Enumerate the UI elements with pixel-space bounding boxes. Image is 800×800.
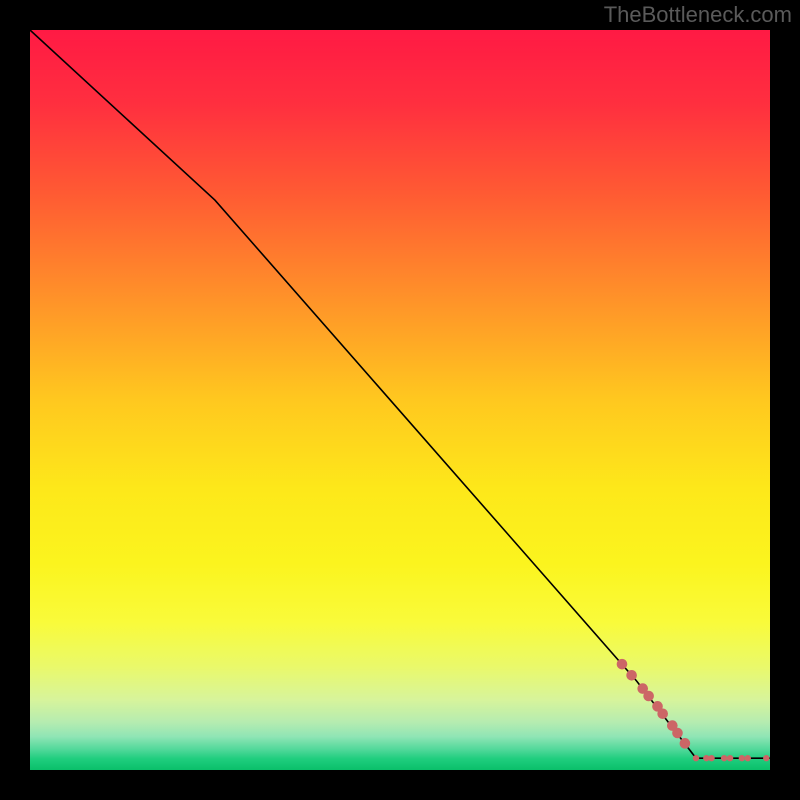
data-point (693, 755, 699, 761)
data-point (721, 755, 727, 761)
data-point (680, 738, 691, 749)
data-point (763, 755, 769, 761)
data-point (643, 691, 654, 702)
data-point (708, 755, 714, 761)
data-point (617, 659, 628, 670)
chart-canvas: TheBottleneck.com (0, 0, 800, 800)
watermark-text: TheBottleneck.com (604, 2, 792, 28)
data-point (727, 755, 733, 761)
data-point (626, 670, 637, 681)
gradient-background (30, 30, 770, 770)
data-point (672, 728, 683, 739)
plot-area (30, 30, 770, 770)
chart-svg (30, 30, 770, 770)
data-point (745, 755, 751, 761)
data-point (657, 708, 668, 719)
data-point (739, 755, 745, 761)
